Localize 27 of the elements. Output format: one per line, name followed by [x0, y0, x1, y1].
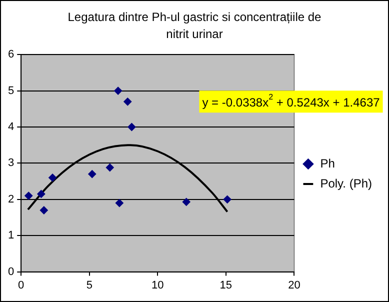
point — [182, 198, 190, 206]
y-tick-label: 4 — [8, 121, 14, 134]
point — [88, 170, 96, 178]
point — [48, 174, 57, 182]
y-tick-label: 5 — [8, 84, 14, 97]
y-tick-label: 0 — [8, 266, 14, 278]
x-tick-label: 20 — [288, 279, 300, 292]
x-tick-label: 10 — [152, 279, 164, 292]
point — [223, 195, 232, 204]
chart-title: Legatura dintre Ph-ul gastric si concentrațiile de nitrit urinar — [66, 9, 322, 43]
point — [114, 86, 122, 95]
x-tick-label: 0 — [18, 279, 24, 292]
point — [115, 199, 124, 208]
y-tick-label: 3 — [8, 157, 14, 170]
y-tick-label: 6 — [8, 48, 14, 61]
y-tick-label: 1 — [8, 230, 14, 242]
point — [40, 206, 48, 214]
y-tick-label: 2 — [8, 193, 14, 206]
legend-label: Ph — [320, 156, 335, 170]
point — [24, 192, 33, 200]
legend-label: Poly. (Ph) — [320, 176, 372, 190]
point — [106, 164, 114, 172]
point — [124, 98, 132, 106]
point — [128, 123, 136, 131]
x-tick-label: 15 — [220, 279, 232, 292]
x-tick-label: 5 — [86, 279, 92, 292]
point — [37, 190, 46, 198]
